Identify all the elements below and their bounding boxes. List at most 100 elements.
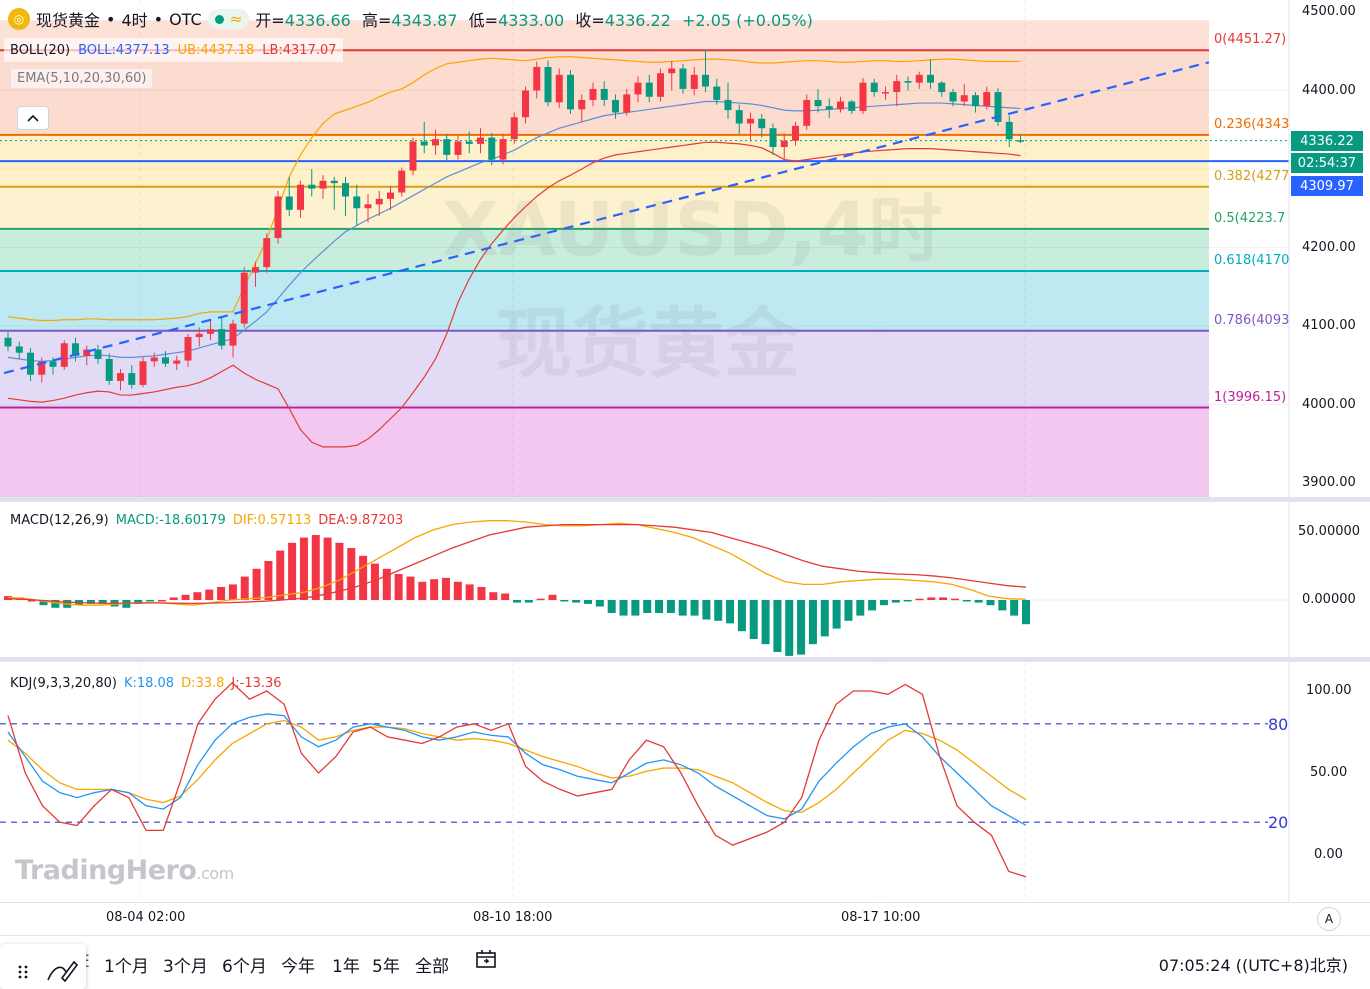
market-status-badge[interactable]: ≈ [207,9,250,29]
macd-bar [536,598,545,601]
candle-body [792,125,799,141]
ema-legend[interactable]: EMA(5,10,20,30,60) [10,68,154,89]
range-6m-button[interactable]: 6个月 [222,957,267,977]
macd-bar [39,600,48,606]
macd-bar [714,600,723,621]
macd-legend[interactable]: MACD(12,26,9) MACD:-18.60179 DIF:0.57113… [10,513,403,528]
candle-body [645,82,653,97]
kdj-axis-100: 100.00 [1306,683,1352,698]
macd-bar [240,576,249,600]
macd-bar [607,600,616,613]
price-axis-label: 4200.00 [1302,239,1356,255]
candle-body [1017,140,1024,142]
candle-body [184,336,192,361]
range-1y-button[interactable]: 1年 [332,957,360,977]
candle-body [240,272,248,324]
candle-body [702,74,709,87]
macd-title: MACD(12,26,9) [10,513,109,528]
candle-body [994,92,1002,122]
collapse-legend-button[interactable] [17,106,49,130]
macd-bar [655,600,664,613]
macd-bar [228,584,237,600]
macd-bar [820,600,829,637]
pane-separator[interactable] [0,497,1370,502]
chevron-up-icon [27,114,39,122]
fib-level-label: 1(3996.15) [1214,389,1287,405]
macd-bar [832,600,841,629]
bottom-toolbar: E 1个月 3个月 6个月 今年 1年 5年 全部 07:05:24 ((UTC… [0,935,1370,989]
draw-pen-icon[interactable] [44,956,78,984]
fibonacci-retracement-zones[interactable] [0,20,1209,497]
calendar-range-icon[interactable] [474,948,500,974]
candle-body [668,68,676,74]
time-label: 08-17 10:00 [841,910,921,925]
price-axis-label: 4100.00 [1302,318,1356,333]
macd-bar [856,600,865,616]
macd-bar [276,550,285,600]
time-label: 08-10 18:00 [473,910,553,925]
k-line [7,713,1027,826]
boll-legend[interactable]: BOLL(20) BOLL:4377.13 UB:4437.18 LB:4317… [4,38,343,62]
drag-handle-icon[interactable] [16,964,32,980]
macd-bar [157,600,166,602]
range-all-button[interactable]: 全部 [415,957,449,977]
macd-bar [359,555,368,600]
candle-body [758,118,766,129]
wave-icon: ≈ [229,10,243,28]
horizontal-line-tool[interactable] [0,140,1289,163]
candle-body [690,74,698,89]
candle-body [612,99,619,113]
auto-scale-button[interactable]: A [1317,907,1341,931]
ohlc-values: 开=4336.66 高=4343.87 低=4333.00 收=4336.22 … [255,11,813,30]
candle-body [477,137,484,144]
macd-bar [891,600,900,603]
range-5y-button[interactable]: 5年 [372,957,400,977]
candle-body [465,141,473,144]
range-ytd-button[interactable]: 今年 [281,957,315,977]
kdj-legend[interactable]: KDJ(9,3,3,20,80) K:18.08 D:33.8 J:-13.36 [10,676,282,691]
pane-separator[interactable] [0,657,1370,662]
drawing-tools-popup[interactable] [0,944,86,989]
d-line [7,719,1027,814]
macd-bar [370,563,379,600]
candle-body [195,333,203,337]
trend-line-tool[interactable] [3,61,1210,375]
symbol-name[interactable]: 现货黄金 [36,11,101,30]
candle-body [105,358,113,381]
timeframe-label[interactable]: 4时 [121,11,148,30]
candle-body [252,267,259,273]
candle-body [567,74,574,110]
macd-bar [501,593,510,600]
candle-body [409,141,417,171]
candle-body [353,196,361,209]
kdj-panel[interactable] [0,662,1370,902]
boll-mid-value: BOLL:4377.13 [78,42,170,58]
dea-line [7,523,1027,605]
macd-bar [666,600,675,613]
candle-body [297,184,304,210]
fib-level-label: 0(4451.27) [1214,32,1287,48]
candle-body [555,74,563,103]
macd-bar [737,600,746,632]
macd-bar [86,600,95,604]
close-value: 4336.22 [604,11,671,30]
separator-dot: • [153,9,164,29]
macd-bar [595,600,604,607]
main-price-chart[interactable] [0,0,1370,497]
macd-panel[interactable] [0,502,1370,657]
candle-body [983,92,991,107]
macd-bar [335,542,344,600]
range-1m-button[interactable]: 1个月 [104,957,149,977]
fib-level-label: 0.382(4277 [1214,168,1290,184]
candle-body [72,343,79,356]
range-3m-button[interactable]: 3个月 [163,957,208,977]
candle-body [949,92,957,102]
candle-body [285,196,293,210]
timezone-clock[interactable]: 07:05:24 ((UTC+8)北京) [1158,956,1348,975]
boll-ub-value: UB:4437.18 [177,42,255,58]
candle-body [139,361,147,385]
candle-body [15,346,23,353]
macd-bar [915,598,924,601]
high-value: 4343.87 [391,11,458,30]
candle-body [330,180,338,184]
